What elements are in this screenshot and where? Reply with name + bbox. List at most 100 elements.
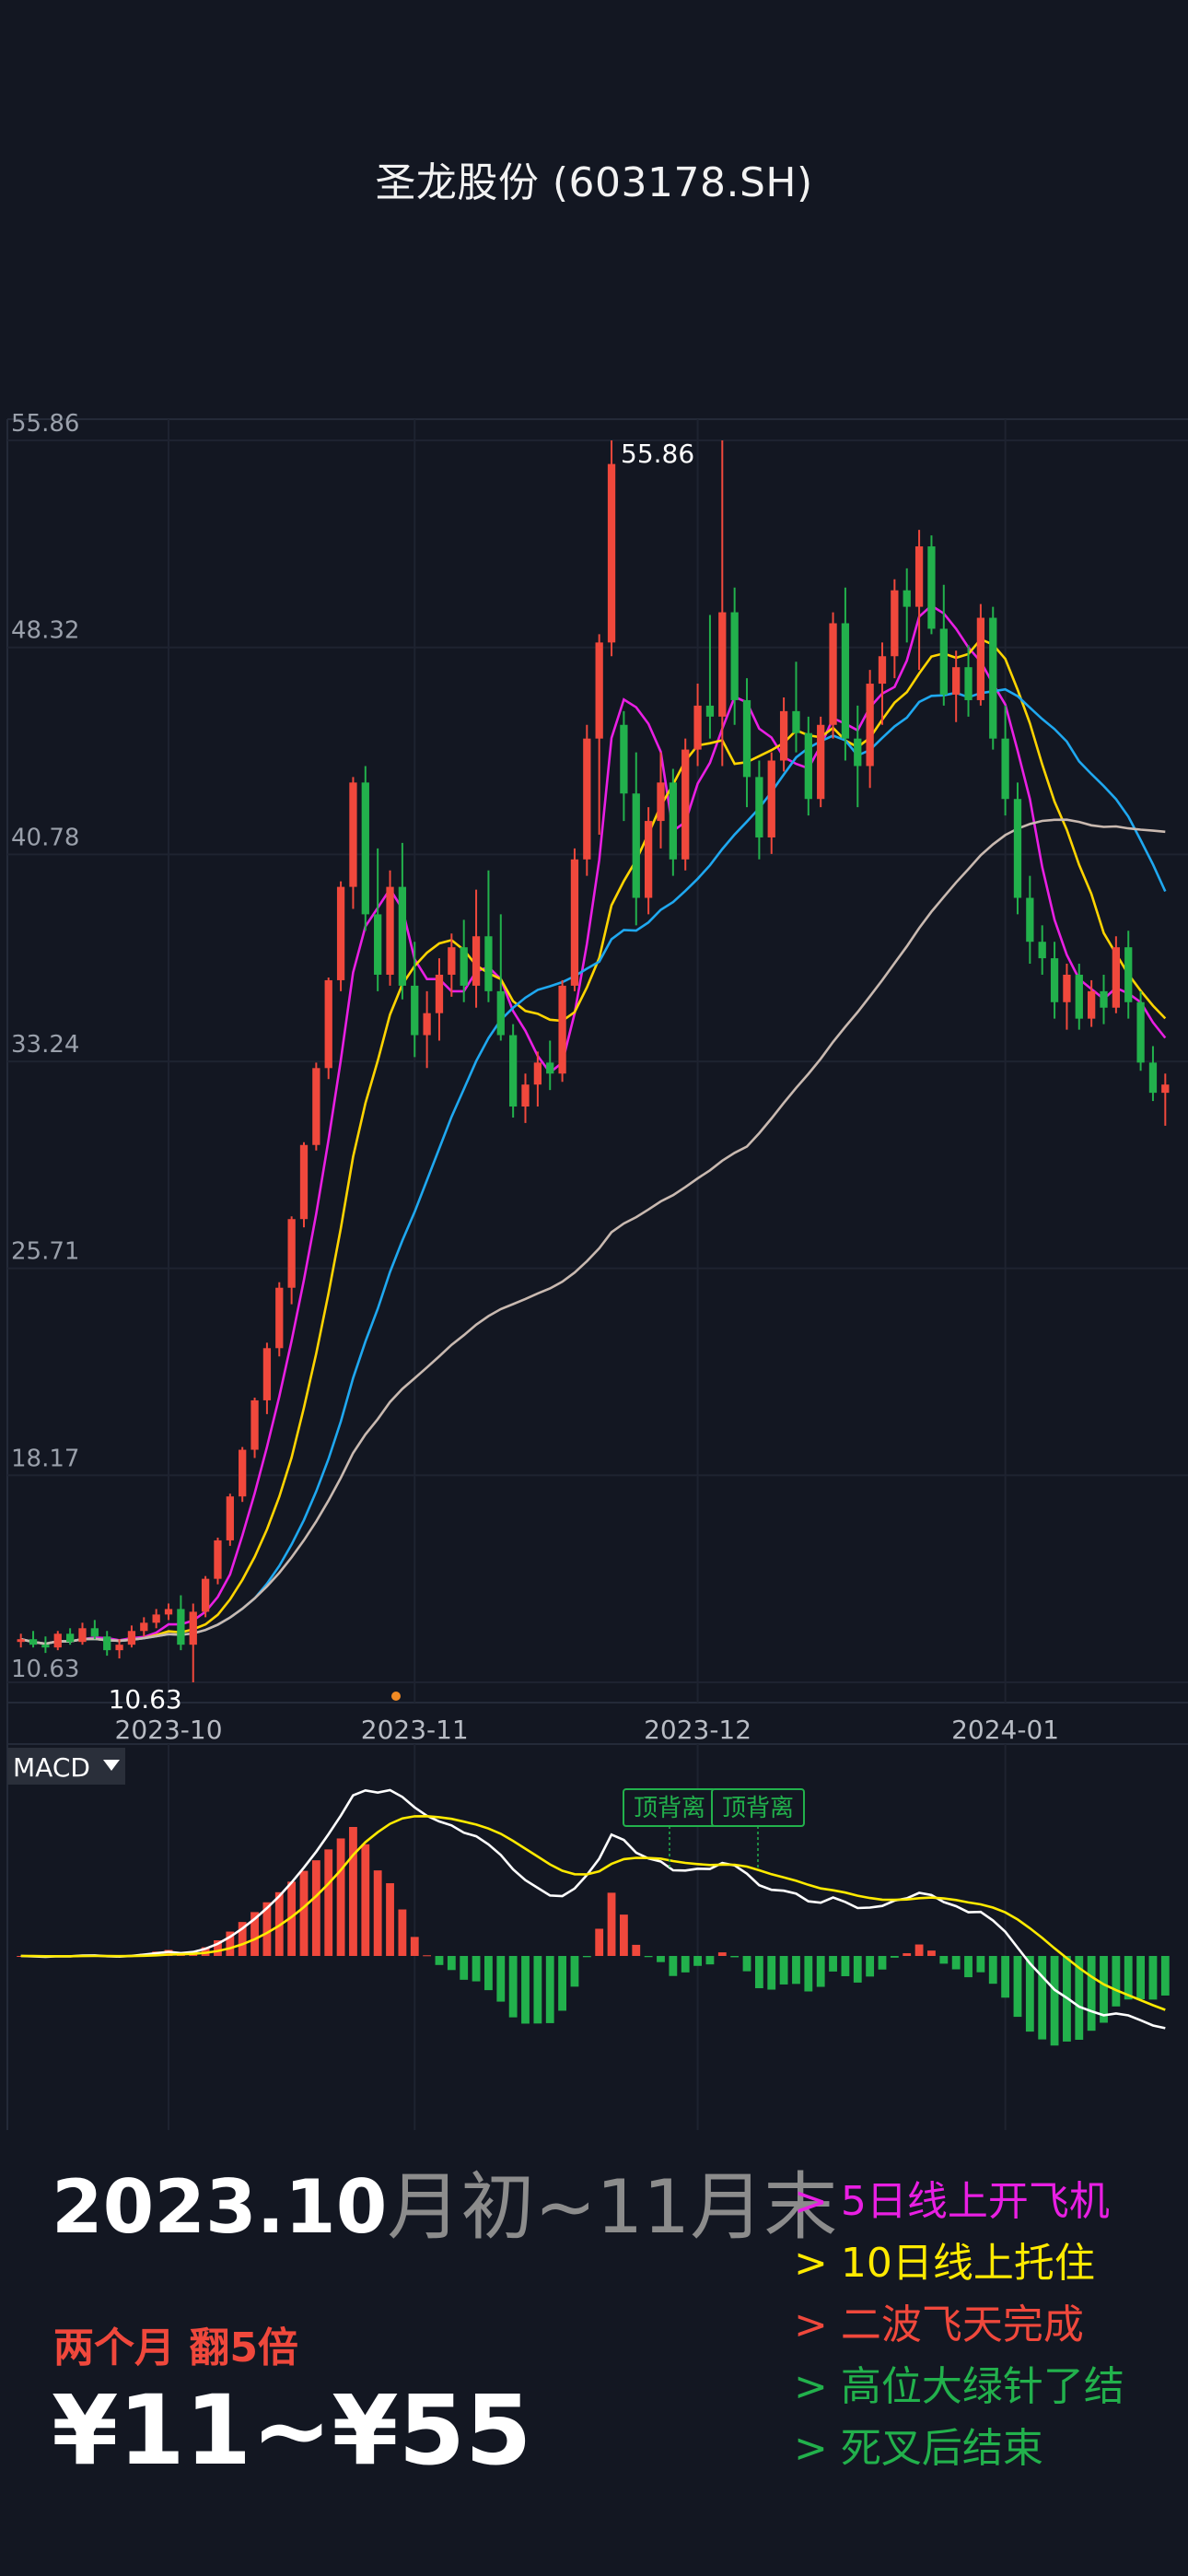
candle xyxy=(336,881,345,991)
candle-body xyxy=(817,724,825,800)
macd-hist-bar xyxy=(558,1956,567,2011)
macd-hist-bar xyxy=(866,1956,875,1977)
divergence-tag-label: 顶背离 xyxy=(634,1795,705,1822)
candle-body xyxy=(386,886,394,975)
stock-chart[interactable]: 55.8648.3240.7833.2425.7118.1710.632023-… xyxy=(0,0,1188,2130)
macd-hist-bar xyxy=(398,1909,407,1956)
candle-body xyxy=(423,1013,431,1036)
y-tick-label: 40.78 xyxy=(11,824,79,851)
macd-dif-line xyxy=(20,1788,1166,2030)
macd-hist-bar xyxy=(1124,1956,1133,2000)
candle-body xyxy=(336,886,345,980)
candle xyxy=(1050,942,1059,1019)
candle xyxy=(90,1620,99,1640)
chart-title: 圣龙股份 (603178.SH) xyxy=(375,159,813,206)
gain-note: 两个月 翻5倍 xyxy=(53,2324,298,2371)
macd-hist-bar xyxy=(878,1956,887,1970)
candle xyxy=(891,579,899,679)
macd-hist-bar xyxy=(349,1827,357,1956)
macd-hist-bar xyxy=(410,1937,419,1956)
macd-hist-bar xyxy=(964,1956,973,1978)
candle xyxy=(140,1617,148,1637)
macd-dea-line xyxy=(20,1814,1166,2011)
macd-hist-bar xyxy=(287,1881,297,1956)
candle xyxy=(914,530,924,671)
candle-body xyxy=(521,1084,530,1107)
ma-line-ma60 xyxy=(20,818,1166,1645)
candle xyxy=(275,1282,284,1357)
macd-hist-bar xyxy=(669,1956,678,1976)
macd-hist-bar xyxy=(595,1928,604,1956)
candle xyxy=(472,889,481,1008)
candle xyxy=(1100,974,1108,1025)
strategy-notes: > 5日线上开飞机 > 10日线上托住 > 二波飞天完成 > 高位大绿针了结 >… xyxy=(794,2171,1124,2479)
candle xyxy=(398,842,407,1000)
candle-body xyxy=(854,738,862,767)
candle xyxy=(127,1625,136,1648)
candle xyxy=(866,670,874,789)
y-tick-label: 10.63 xyxy=(11,1656,79,1683)
candle xyxy=(1088,979,1096,1027)
x-tick-label: 2023-11 xyxy=(361,1715,469,1745)
candle-body xyxy=(1050,958,1059,1002)
macd-hist-bar xyxy=(1112,1956,1121,2007)
macd-hist-bar xyxy=(1001,1956,1010,1998)
candle xyxy=(177,1595,185,1651)
macd-hist-bar xyxy=(792,1956,800,1985)
candle xyxy=(1161,1073,1170,1126)
candle-body xyxy=(226,1496,234,1540)
macd-hist-bar xyxy=(681,1956,690,1973)
macd-hist-bar xyxy=(1160,1956,1170,1996)
candle-body xyxy=(914,546,924,607)
candle xyxy=(657,752,665,849)
candle-body xyxy=(1136,1001,1145,1063)
candle xyxy=(53,1631,62,1651)
candle xyxy=(620,710,628,822)
macd-hist-bar xyxy=(742,1956,751,1972)
macd-hist-bar xyxy=(423,1955,432,1957)
grid-lines xyxy=(6,418,1188,2130)
candle-body xyxy=(1038,942,1046,959)
candle xyxy=(854,705,862,808)
candle xyxy=(632,752,640,926)
macd-hist-bar xyxy=(767,1956,776,1990)
macd-hist-bar xyxy=(361,1844,370,1956)
candle-body xyxy=(546,1062,554,1074)
candle-body xyxy=(891,590,899,657)
candle xyxy=(386,870,394,986)
event-marker xyxy=(391,1692,401,1701)
candle-body xyxy=(65,1633,75,1643)
macd-hist-bar xyxy=(976,1956,985,1973)
candle xyxy=(29,1631,38,1648)
candle-body xyxy=(189,1611,197,1645)
candle xyxy=(65,1628,75,1645)
date-range-suffix: 月初~11月末 xyxy=(387,2164,838,2250)
x-tick-label: 2024-01 xyxy=(951,1715,1059,1745)
candle xyxy=(607,440,616,657)
candle xyxy=(583,724,591,876)
macd-hist-bar xyxy=(496,1956,506,2002)
macd-hist-bar xyxy=(1025,1956,1034,2032)
macd-hist-bar xyxy=(447,1956,456,1971)
candle xyxy=(312,1062,320,1151)
macd-hist-bar xyxy=(533,1956,542,2024)
candle xyxy=(374,848,382,991)
candle-body xyxy=(657,782,665,822)
macd-hist-bar xyxy=(804,1956,813,1992)
candle xyxy=(1038,925,1046,975)
macd-hist-bar xyxy=(386,1883,394,1956)
candle xyxy=(460,919,468,1002)
candle-body xyxy=(460,947,468,986)
divergence-tag-label: 顶背离 xyxy=(722,1795,794,1822)
note-item: > 二波飞天完成 xyxy=(794,2301,1084,2348)
candle xyxy=(669,768,677,876)
candle xyxy=(250,1397,259,1458)
candle-body xyxy=(250,1399,259,1450)
moving-average-lines xyxy=(20,603,1167,1645)
macd-hist-bar xyxy=(1100,1956,1108,2023)
candle xyxy=(1124,931,1133,1019)
candle xyxy=(324,977,332,1080)
ma-line-ma10 xyxy=(20,638,1167,1645)
candle xyxy=(829,612,837,739)
candle xyxy=(287,1216,296,1305)
